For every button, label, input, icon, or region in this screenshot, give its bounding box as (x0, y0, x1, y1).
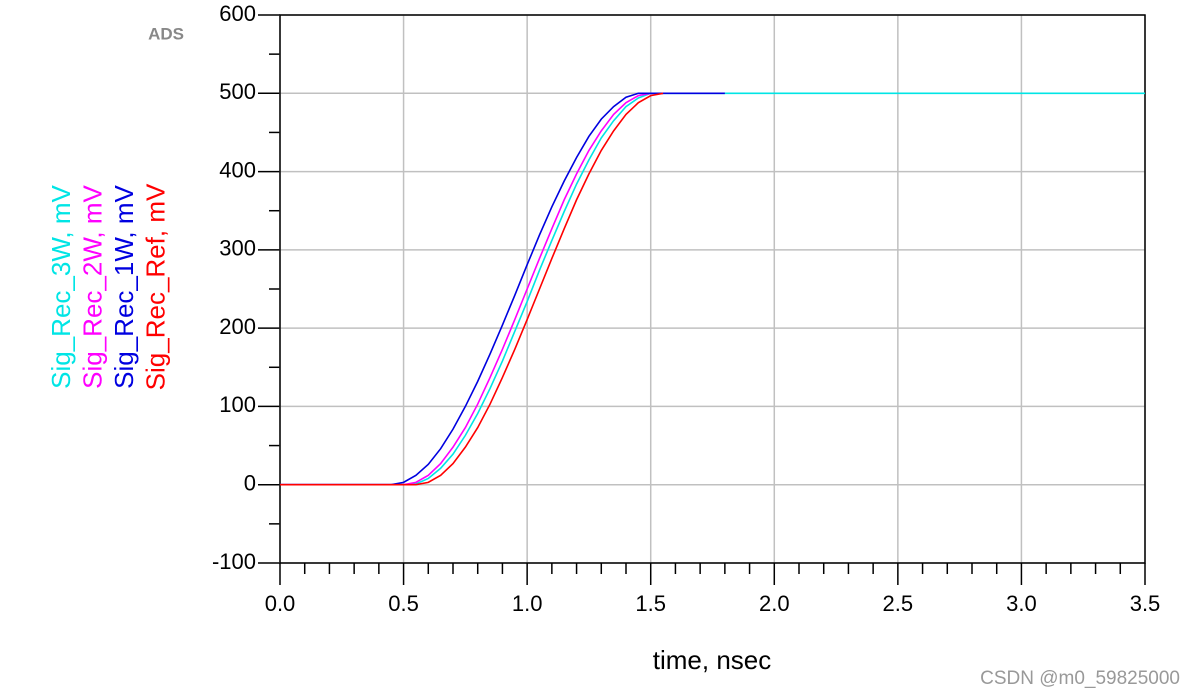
legend-label: Sig_Rec_3W, mV (46, 184, 76, 388)
legend-label: Sig_Rec_Ref, mV (140, 183, 170, 390)
y-tick-label: 100 (219, 392, 256, 417)
y-tick-label: 300 (219, 236, 256, 261)
plot-frame (279, 14, 1146, 564)
x-tick-label: 1.0 (512, 591, 543, 616)
y-tick-label: 600 (219, 1, 256, 26)
y-tick-label: 500 (219, 79, 256, 104)
x-tick-label: 0.5 (388, 591, 419, 616)
x-axis-label: time, nsec (653, 645, 772, 675)
x-tick-label: 3.0 (1006, 591, 1037, 616)
x-tick-label: 3.5 (1130, 591, 1161, 616)
watermark: CSDN @m0_59825000 (980, 668, 1180, 689)
legend-label: Sig_Rec_1W, mV (109, 184, 139, 388)
legend-label: Sig_Rec_2W, mV (77, 184, 107, 388)
x-tick-label: 0.0 (265, 591, 296, 616)
series-line (280, 92, 725, 486)
y-tick-label: 200 (219, 314, 256, 339)
brand: ADS (148, 24, 184, 43)
series-line (280, 92, 1145, 486)
series-line (280, 92, 664, 486)
y-tick-label: -100 (212, 549, 256, 574)
x-tick-label: 2.0 (759, 591, 790, 616)
x-tick-label: 1.5 (635, 591, 666, 616)
x-tick-label: 2.5 (883, 591, 914, 616)
y-tick-label: 400 (219, 157, 256, 182)
y-tick-label: 0 (244, 471, 256, 496)
